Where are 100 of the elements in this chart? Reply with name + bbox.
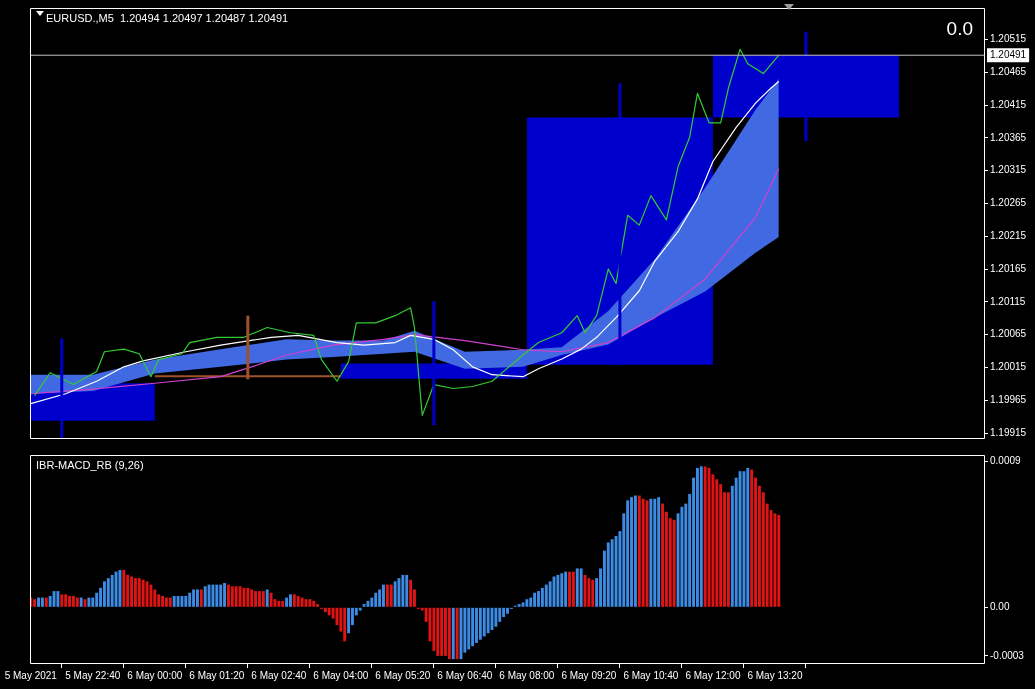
y-tick-label: 0.0009 (990, 455, 1022, 467)
bar (153, 589, 157, 607)
bar (525, 599, 529, 607)
bar (33, 599, 37, 607)
bar (285, 597, 289, 607)
bar (254, 591, 258, 607)
bar (145, 581, 149, 607)
bar (184, 595, 188, 607)
bar (746, 467, 750, 607)
bar (626, 500, 630, 607)
bar (502, 607, 506, 618)
bar (444, 607, 447, 656)
bar (137, 578, 141, 607)
bar (230, 586, 234, 607)
bar (242, 587, 246, 607)
bar (436, 607, 440, 656)
bar (71, 595, 75, 607)
bar (269, 592, 273, 607)
bar (556, 574, 560, 607)
bar (742, 471, 746, 607)
bar (48, 595, 52, 607)
bar (250, 589, 254, 607)
x-tick-label: 6 May 01:20 (189, 669, 245, 681)
bar (195, 589, 199, 607)
bar (215, 584, 219, 607)
bar (750, 469, 754, 607)
bar (777, 514, 781, 607)
bar (475, 607, 478, 643)
bar (695, 467, 699, 607)
bar (486, 607, 490, 634)
annotation: 0.0 (946, 18, 973, 40)
bar (60, 594, 64, 607)
y-tick-label: 1.19915 (990, 426, 1027, 438)
bar (451, 607, 455, 660)
bar (199, 589, 203, 607)
candlestick (154, 315, 341, 380)
bar (637, 495, 641, 607)
bar (122, 570, 126, 607)
bar (540, 587, 544, 607)
bar (680, 506, 684, 607)
bar (568, 571, 571, 607)
bar (370, 597, 374, 607)
bar (560, 573, 564, 607)
bar (606, 542, 610, 607)
bar (234, 586, 238, 607)
y-tick-label: 1.20265 (990, 197, 1027, 209)
bar (207, 584, 211, 607)
x-tick-label: 6 May 10:40 (623, 669, 679, 681)
bar (409, 579, 413, 607)
bar (773, 513, 777, 607)
x-tick-label: 6 May 08:00 (499, 669, 555, 681)
y-tick-label: 1.19965 (990, 394, 1027, 406)
bar (192, 589, 196, 607)
bar (447, 607, 451, 660)
bar (95, 592, 99, 607)
bar (223, 582, 227, 607)
bar (141, 579, 145, 607)
y-tick-label: 1.20015 (990, 361, 1027, 373)
x-tick-label: 5 May 22:40 (65, 669, 121, 681)
bar (537, 591, 540, 607)
bar (327, 607, 331, 616)
x-tick-label: 6 May 00:00 (127, 669, 183, 681)
bar (277, 600, 281, 607)
bar (164, 597, 168, 607)
chart-title: EURUSD.,M5 1.20494 1.20497 1.20487 1.20491 (46, 12, 289, 25)
y-tick-label: 1.20115 (990, 295, 1026, 307)
bar (68, 595, 71, 607)
bar (641, 498, 645, 607)
bar (506, 607, 509, 614)
bar (657, 497, 661, 607)
bar (188, 592, 192, 607)
x-tick-label: 6 May 04:00 (313, 669, 369, 681)
bar (362, 604, 366, 607)
bar (571, 571, 575, 607)
x-tick-label: 6 May 13:20 (747, 669, 803, 681)
bar (161, 595, 165, 607)
bar (389, 584, 393, 607)
bar (75, 597, 79, 607)
x-tick-label: 6 May 05:20 (375, 669, 431, 681)
y-tick-label: 1.20515 (990, 33, 1027, 45)
bar (323, 607, 327, 613)
y-tick-label: 1.20315 (990, 164, 1027, 176)
bar (672, 519, 676, 607)
bar (211, 584, 215, 607)
bar (405, 574, 409, 607)
bar (385, 584, 389, 607)
bar (358, 607, 362, 611)
bar (133, 578, 137, 607)
bar (106, 578, 110, 607)
y-tick-label: 1.20415 (990, 98, 1027, 110)
bar (64, 594, 68, 607)
bar (482, 607, 486, 637)
bar (738, 471, 742, 607)
bar (56, 591, 60, 607)
bar (610, 539, 614, 607)
x-tick-label: 5 May 2021 (4, 669, 58, 681)
candlestick (712, 31, 899, 143)
y-tick-label: 1.20165 (990, 262, 1027, 274)
bar (37, 597, 40, 607)
bar (378, 589, 382, 607)
